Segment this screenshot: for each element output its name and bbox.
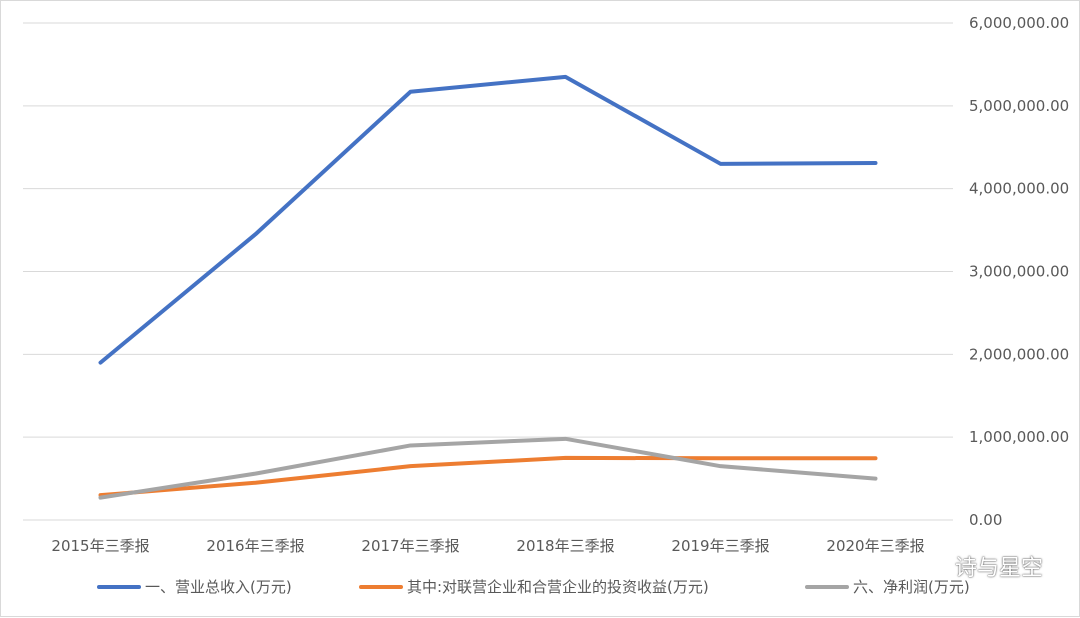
gridlines <box>23 22 953 521</box>
watermark-text: 诗与星空 <box>954 556 1043 581</box>
series-line-1 <box>98 74 878 365</box>
x-axis-tick-labels: 2015年三季报 2016年三季报 2017年三季报 2018年三季报 2019年三季报… <box>51 537 924 555</box>
series-lines <box>98 74 878 500</box>
x-tick-label: 2018年三季报 <box>516 537 614 555</box>
watermark: 诗与星空 <box>925 550 1043 582</box>
x-tick-label: 2020年三季报 <box>826 537 924 555</box>
y-tick-label: 2,000,000.00 <box>969 345 1069 363</box>
legend-label: 六、净利润(万元) <box>853 578 970 596</box>
y-tick-label: 0.00 <box>969 511 1002 529</box>
wechat-icon <box>925 557 949 575</box>
legend-label: 其中:对联营企业和合营企业的投资收益(万元) <box>407 578 709 596</box>
x-tick-label: 2015年三季报 <box>51 537 149 555</box>
y-tick-label: 4,000,000.00 <box>969 180 1069 198</box>
y-tick-label: 5,000,000.00 <box>969 97 1069 115</box>
series-line-3 <box>98 436 878 500</box>
y-axis-tick-labels: 0.00 1,000,000.00 2,000,000.00 3,000,000.00… <box>969 14 1069 529</box>
y-tick-label: 6,000,000.00 <box>969 14 1069 32</box>
legend: 一、营业总收入(万元) 其中:对联营企业和合营企业的投资收益(万元) 六、净利润(万… <box>97 578 970 596</box>
series-line-2 <box>98 455 878 498</box>
legend-label: 一、营业总收入(万元) <box>145 578 292 596</box>
x-tick-label: 2017年三季报 <box>361 537 459 555</box>
x-tick-label: 2016年三季报 <box>206 537 304 555</box>
y-tick-label: 3,000,000.00 <box>969 263 1069 281</box>
y-tick-label: 1,000,000.00 <box>969 428 1069 446</box>
x-tick-label: 2019年三季报 <box>671 537 769 555</box>
